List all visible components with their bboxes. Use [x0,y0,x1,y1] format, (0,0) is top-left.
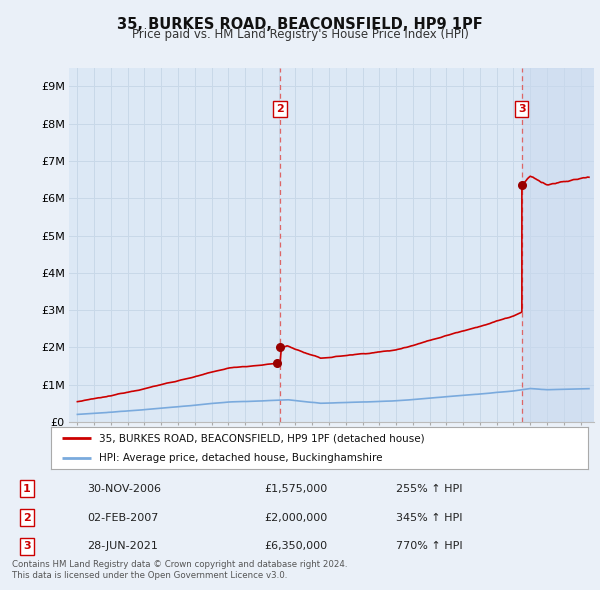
Text: Contains HM Land Registry data © Crown copyright and database right 2024.
This d: Contains HM Land Registry data © Crown c… [12,560,347,579]
Text: 02-FEB-2007: 02-FEB-2007 [87,513,158,523]
Text: 28-JUN-2021: 28-JUN-2021 [87,541,158,551]
Text: HPI: Average price, detached house, Buckinghamshire: HPI: Average price, detached house, Buck… [100,454,383,463]
Text: 1: 1 [23,484,31,494]
Text: 35, BURKES ROAD, BEACONSFIELD, HP9 1PF: 35, BURKES ROAD, BEACONSFIELD, HP9 1PF [117,17,483,31]
Text: Price paid vs. HM Land Registry's House Price Index (HPI): Price paid vs. HM Land Registry's House … [131,28,469,41]
Bar [522,68,600,422]
Text: 2: 2 [276,104,284,114]
Text: 3: 3 [23,541,31,551]
Text: 2: 2 [23,513,31,523]
Text: £1,575,000: £1,575,000 [264,484,327,494]
Text: 345% ↑ HPI: 345% ↑ HPI [396,513,463,523]
Text: 770% ↑ HPI: 770% ↑ HPI [396,541,463,551]
Text: £2,000,000: £2,000,000 [264,513,327,523]
Text: 30-NOV-2006: 30-NOV-2006 [87,484,161,494]
Text: £6,350,000: £6,350,000 [264,541,327,551]
Text: 35, BURKES ROAD, BEACONSFIELD, HP9 1PF (detached house): 35, BURKES ROAD, BEACONSFIELD, HP9 1PF (… [100,434,425,444]
Text: 255% ↑ HPI: 255% ↑ HPI [396,484,463,494]
Text: 3: 3 [518,104,526,114]
